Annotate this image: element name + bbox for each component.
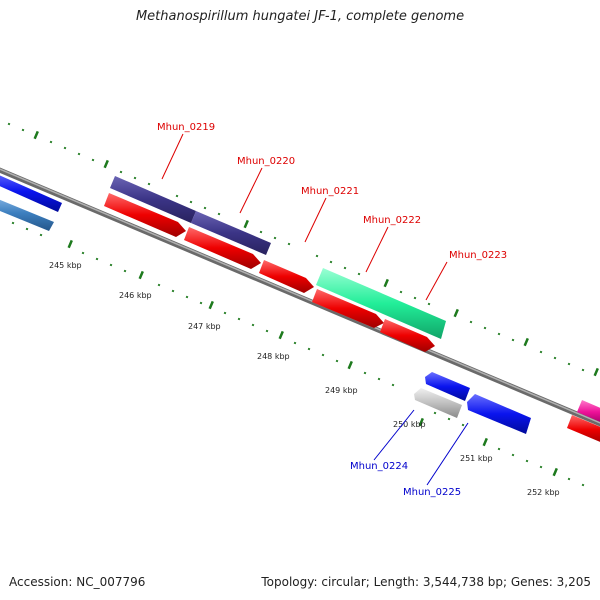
accession-text: Accession: NC_007796	[9, 575, 146, 589]
ruler-label-247: 247 kbp	[188, 322, 221, 331]
outer-tick-ring	[7, 122, 599, 377]
gene-feature-red-1[interactable]	[104, 193, 186, 237]
ruler-label-248: 248 kbp	[257, 352, 290, 361]
gene-label-mhun-0224[interactable]: Mhun_0224	[350, 461, 408, 472]
ruler-label-252: 252 kbp	[527, 488, 560, 497]
gene-feature-left-steel[interactable]	[0, 195, 54, 231]
gene-feature-red-4[interactable]	[312, 289, 384, 328]
outer-major-ticks	[33, 130, 599, 377]
genome-summary-text: Topology: circular; Length: 3,544,738 bp…	[261, 575, 591, 589]
gene-feature-red-2[interactable]	[184, 227, 261, 269]
gene-feature-mhun-0225[interactable]	[467, 394, 531, 434]
outer-minor-ticks	[7, 122, 585, 372]
gene-feature-mhun-0219[interactable]	[110, 176, 196, 223]
gene-feature-right-magenta[interactable]	[577, 400, 600, 424]
genome-title: Methanospirillum hungatei JF-1, complete…	[135, 9, 465, 24]
genome-backbone	[0, 167, 600, 427]
gene-feature-mhun-0222[interactable]	[316, 268, 446, 339]
gene-feature-mhun-0220[interactable]	[191, 211, 271, 255]
inner-tick-ring	[11, 221, 585, 487]
ruler-label-245: 245 kbp	[49, 261, 82, 270]
gene-feature-mhun-0224[interactable]	[414, 388, 462, 418]
gene-labels: Mhun_0219 Mhun_0220 Mhun_0221 Mhun_0222 …	[157, 122, 507, 498]
gene-label-mhun-0223[interactable]: Mhun_0223	[449, 250, 507, 261]
gene-feature-mhun-0221[interactable]	[259, 260, 314, 293]
gene-label-mhun-0220[interactable]: Mhun_0220	[237, 156, 295, 167]
gene-label-mhun-0225[interactable]: Mhun_0225	[403, 487, 461, 498]
ruler-label-246: 246 kbp	[119, 291, 152, 300]
inner-major-ticks	[67, 239, 558, 477]
gene-label-mhun-0221[interactable]: Mhun_0221	[301, 186, 359, 197]
ruler-labels: 245 kbp 246 kbp 247 kbp 248 kbp 249 kbp …	[49, 261, 560, 497]
forward-strand-genes-row2	[0, 193, 600, 444]
label-leaders	[161, 133, 469, 486]
ruler-label-249: 249 kbp	[325, 386, 358, 395]
gene-feature-right-red[interactable]	[567, 415, 600, 444]
reverse-strand-genes	[414, 372, 531, 434]
gene-feature-blue-reverse-1[interactable]	[425, 372, 470, 401]
gene-feature-mhun-0223[interactable]	[380, 319, 435, 352]
forward-strand-genes	[0, 171, 600, 424]
gene-label-mhun-0219[interactable]: Mhun_0219	[157, 122, 215, 133]
gene-feature-left-blue[interactable]	[0, 171, 62, 212]
ruler-label-250: 250 kbp	[393, 420, 426, 429]
ruler-label-251: 251 kbp	[460, 454, 493, 463]
gene-label-mhun-0222[interactable]: Mhun_0222	[363, 215, 421, 226]
inner-minor-ticks	[11, 221, 585, 487]
